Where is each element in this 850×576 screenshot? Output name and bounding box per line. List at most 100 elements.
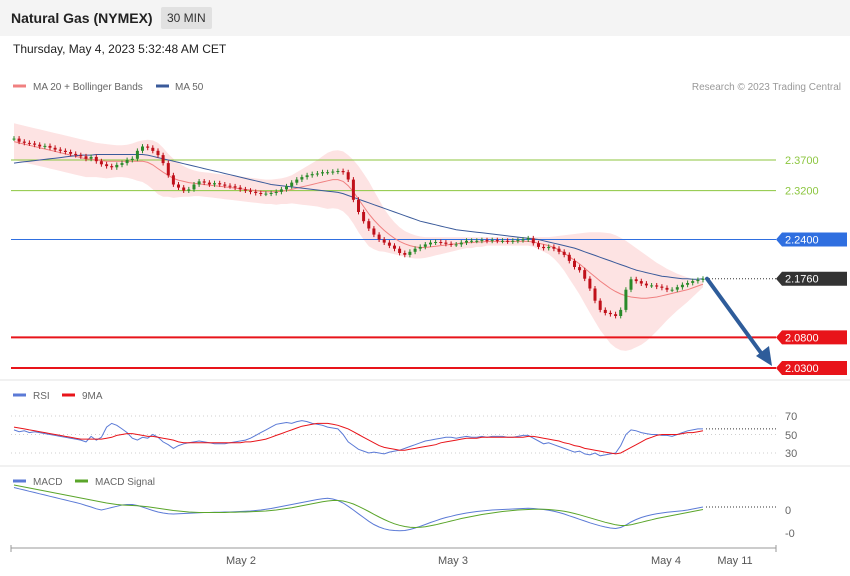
rsi-tick-70: 70 [785, 411, 797, 423]
candle-body [449, 243, 453, 245]
candle-body [357, 199, 360, 212]
macd-tick-neg: -0 [785, 528, 795, 540]
candle-body [501, 240, 504, 242]
candle-body [243, 189, 247, 191]
candle-body [310, 174, 314, 176]
rsi-ma-legend-label: 9MA [82, 391, 103, 402]
x-tick-may11: May 11 [717, 555, 752, 567]
candle-body [418, 246, 422, 249]
candle-body [269, 193, 273, 194]
pivot-tag-label: 2.2400 [785, 235, 819, 247]
report-datetime: Thursday, May 4, 2023 5:32:48 AM CET [13, 42, 227, 56]
candle-body [63, 150, 67, 152]
candle-body [110, 166, 114, 168]
candle-body [531, 238, 535, 244]
candle-body [105, 164, 109, 167]
candle-body [465, 240, 468, 243]
candle-body [202, 181, 206, 183]
macd-legend-swatch [13, 479, 26, 483]
support-1-tag [776, 330, 847, 345]
candle-body [680, 284, 684, 288]
macd-signal-legend-swatch [75, 479, 88, 483]
candle-body [701, 278, 705, 280]
candle-body [573, 260, 576, 267]
candle-body [115, 164, 119, 168]
candle-body [27, 142, 31, 144]
candle-body [315, 173, 319, 175]
candle-body [22, 141, 26, 143]
candle-body [495, 240, 499, 242]
candle-body [578, 267, 582, 271]
ma50-legend-label: MA 50 [175, 82, 204, 93]
candle-body [696, 279, 700, 282]
candle-body [151, 147, 155, 151]
candle-body [675, 287, 679, 290]
candle-body [459, 242, 463, 245]
candle-body [274, 191, 278, 193]
candle-body [537, 243, 540, 247]
candle-body [629, 279, 633, 290]
candle-body [79, 155, 83, 157]
candle-body [223, 184, 227, 186]
candle-body [218, 183, 222, 185]
candle-body [156, 150, 160, 156]
macd-line [13, 487, 704, 532]
candle-body [58, 149, 62, 151]
candle-body [89, 156, 93, 159]
candle-body [146, 146, 150, 148]
macd-signal-legend-label: MACD Signal [95, 477, 155, 488]
candle-body [454, 244, 458, 246]
resistance-2-label: 2.3700 [785, 155, 819, 167]
candle-body [351, 179, 355, 200]
bollinger-band-area [14, 123, 703, 351]
rsi-legend-swatch [13, 393, 26, 397]
candle-body [593, 288, 597, 301]
candle-body [279, 189, 283, 192]
candle-body [393, 245, 396, 249]
candle-body [398, 248, 402, 253]
candle-body [213, 183, 216, 185]
support-2-tag [776, 361, 847, 375]
candle-body [99, 161, 103, 165]
candle-body [141, 146, 144, 151]
price-levels [11, 159, 776, 369]
candle-body [444, 242, 448, 244]
candle-body [660, 286, 664, 288]
candle-body [171, 175, 175, 185]
candle-body [614, 314, 618, 316]
rsi-legend-label: RSI [33, 391, 50, 402]
candle-body [429, 242, 432, 245]
candle-body [135, 150, 139, 159]
candle-body [74, 153, 78, 156]
candle-body [608, 312, 612, 315]
macd-signal-line [13, 484, 704, 529]
candle-body [264, 193, 268, 195]
instrument-title: Natural Gas (NYMEX) [11, 10, 153, 26]
pivot-tag [776, 232, 847, 247]
candle-body [207, 182, 211, 185]
candle-body [562, 251, 566, 255]
candle-body [423, 244, 427, 247]
candle-body [691, 281, 695, 283]
candle-body [387, 242, 391, 246]
header-bar: Natural Gas (NYMEX) 30 MIN [0, 0, 850, 36]
candle-body [94, 156, 98, 162]
candle-body [254, 191, 258, 193]
candle-body [336, 171, 340, 172]
rsi-ma-line [13, 422, 704, 455]
candle-body [377, 234, 381, 240]
candle-body [542, 246, 546, 249]
timeframe-badge[interactable]: 30 MIN [161, 7, 212, 29]
credit-text: Research © 2023 Trading Central [692, 82, 841, 93]
candle-body [367, 221, 371, 229]
candle-body [526, 238, 530, 240]
candle-body [346, 172, 350, 180]
candle-body [403, 253, 407, 255]
rsi-panel [11, 415, 776, 457]
candle-body [341, 171, 345, 173]
candle-body [259, 193, 263, 194]
candle-body [557, 248, 561, 252]
candle-body [233, 186, 237, 188]
candle-body [187, 189, 191, 191]
candle-body [624, 289, 628, 310]
